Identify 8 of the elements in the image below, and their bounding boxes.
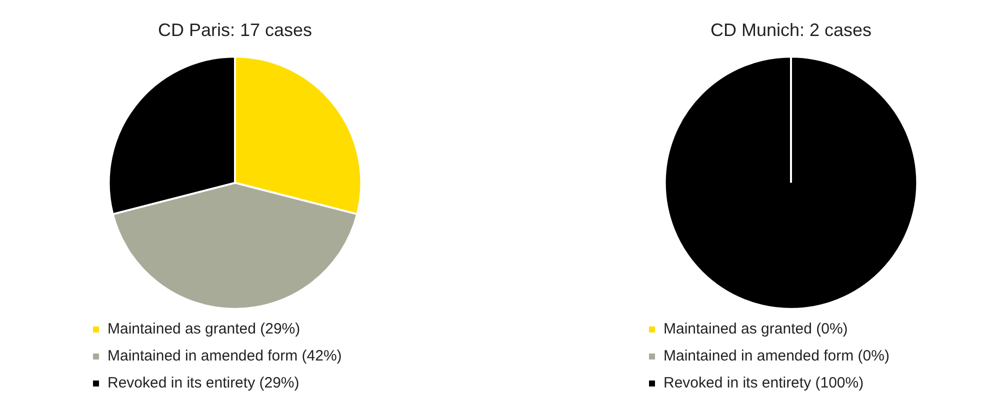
legend-label: Maintained as granted (29%) [108,320,300,338]
chart-title: CD Munich: 2 cases [710,20,872,40]
legend-label: Revoked in its entirety (29%) [108,374,300,392]
legend-label: Maintained in amended form (42%) [108,348,342,365]
chart-title: CD Paris: 17 cases [158,20,312,40]
legend-label: Revoked in its entirety (100%) [664,374,864,392]
legend-label: Maintained as granted (0%) [664,320,848,338]
legend-label: Maintained in amended form (0%) [664,348,890,365]
